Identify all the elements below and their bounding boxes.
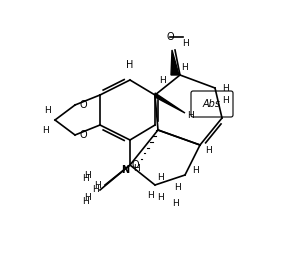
- Text: H: H: [82, 197, 89, 207]
- Text: H: H: [84, 193, 90, 202]
- Text: H: H: [126, 60, 134, 70]
- Text: H: H: [147, 190, 153, 200]
- Text: H: H: [222, 83, 228, 92]
- Text: N: N: [121, 165, 129, 175]
- Text: H: H: [157, 193, 163, 202]
- Text: H: H: [133, 164, 139, 172]
- Text: O: O: [131, 160, 139, 170]
- FancyBboxPatch shape: [191, 91, 233, 117]
- Text: H: H: [205, 146, 211, 155]
- Text: H: H: [42, 125, 48, 134]
- Text: H: H: [172, 199, 179, 207]
- Text: H: H: [91, 186, 98, 195]
- Text: O: O: [79, 130, 87, 140]
- Text: Abs: Abs: [203, 99, 221, 109]
- Text: H: H: [187, 111, 193, 120]
- Text: H: H: [159, 76, 165, 85]
- Text: H: H: [222, 95, 228, 104]
- Text: H: H: [84, 171, 90, 179]
- Text: H: H: [44, 106, 50, 115]
- Text: O: O: [79, 100, 87, 110]
- Text: H: H: [157, 172, 163, 181]
- Text: H: H: [174, 183, 180, 192]
- Text: H: H: [192, 165, 198, 174]
- Text: H: H: [94, 181, 100, 190]
- Text: H: H: [181, 62, 187, 71]
- Text: O: O: [166, 32, 174, 42]
- Polygon shape: [155, 93, 185, 113]
- Text: H: H: [82, 174, 89, 183]
- Text: H: H: [181, 39, 188, 48]
- Polygon shape: [171, 50, 179, 75]
